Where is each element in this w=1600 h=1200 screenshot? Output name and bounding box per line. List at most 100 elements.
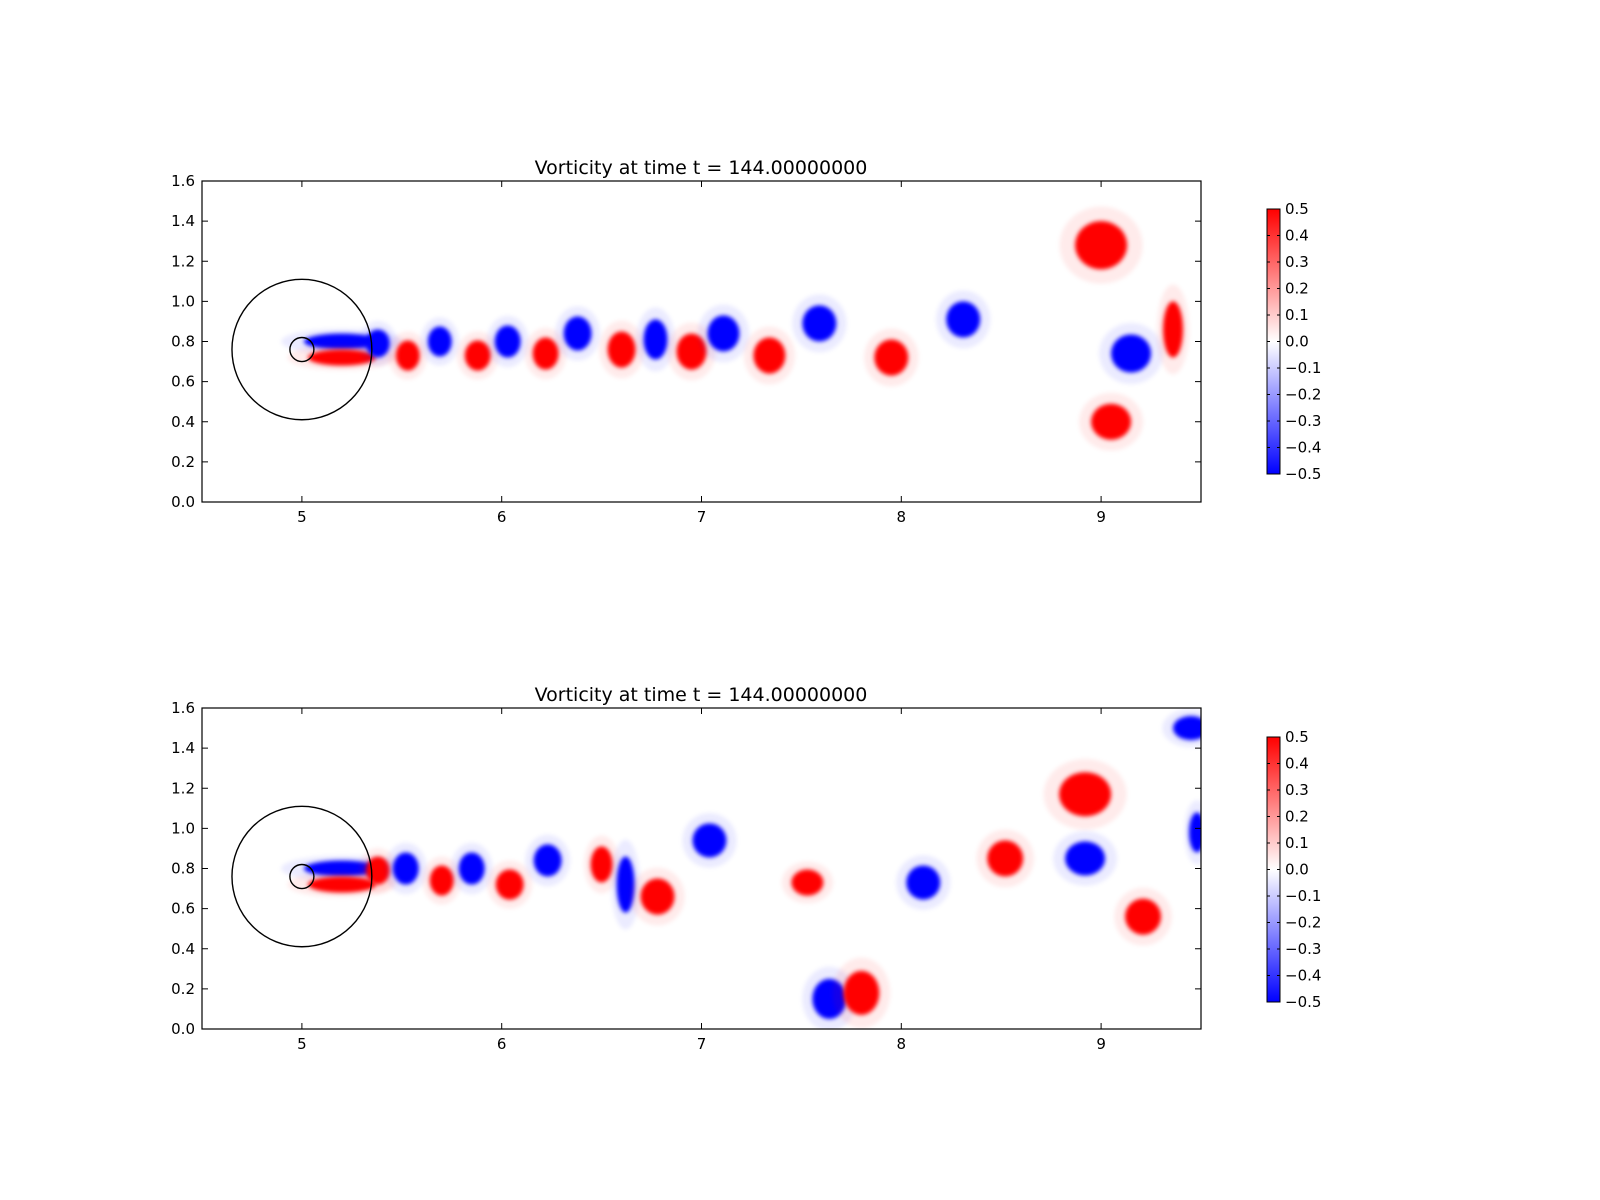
y-tick-label: 0.4 [171, 413, 195, 431]
y-tick-label: 0.0 [171, 493, 195, 511]
vortex-positive [753, 337, 786, 374]
plot-panel-top: Vorticity at time t = 144.00000000 5 6 7 8 9… [171, 157, 1321, 526]
x-tick-label: 7 [697, 508, 707, 526]
colorbar-tick-label: 0.2 [1285, 808, 1309, 826]
vortex-positive [1125, 898, 1162, 935]
colorbar-tick-label: 0.4 [1285, 227, 1309, 245]
vortex-positive [640, 878, 675, 915]
vortex-positive [307, 349, 376, 366]
colorbar-tick-label: 0.1 [1285, 306, 1309, 324]
x-tick-label: 7 [697, 1035, 707, 1053]
vortex-negative [707, 315, 740, 352]
y-tick-label: 1.6 [171, 172, 195, 190]
vortex-positive [1091, 403, 1132, 440]
y-tick-label: 1.6 [171, 699, 195, 717]
vortex-positive [607, 331, 636, 368]
colorbar-tick-label: 0.0 [1285, 333, 1309, 351]
vortex-positive [1059, 772, 1112, 817]
vortex-positive [307, 876, 376, 893]
plot-title: Vorticity at time t = 144.00000000 [535, 684, 868, 706]
vortex-positive [1163, 301, 1184, 358]
vorticity-field [281, 708, 1201, 1029]
vortex-negative [1189, 812, 1201, 853]
vortex-positive [532, 337, 559, 370]
vortex-negative [494, 325, 521, 358]
colorbar-tick-label: −0.5 [1285, 465, 1321, 483]
colorbar-tick-label: −0.1 [1285, 359, 1321, 377]
vortex-negative [533, 844, 562, 877]
y-tick-label: 0.2 [171, 980, 195, 998]
colorbar-tick-label: 0.3 [1285, 253, 1309, 271]
vortex-positive [495, 869, 524, 900]
x-tick-label: 6 [497, 1035, 507, 1053]
y-tick-label: 0.8 [171, 860, 195, 878]
vortex-negative [802, 305, 837, 342]
cylinder-outlines [231, 805, 373, 948]
colorbar-tick-label: 0.3 [1285, 781, 1309, 799]
vortex-positive [791, 869, 824, 896]
x-tick-label: 8 [897, 1035, 907, 1053]
y-tick-label: 0.8 [171, 333, 195, 351]
x-axis: 5 6 7 8 9 [297, 708, 1106, 1053]
vortex-negative [1111, 334, 1152, 373]
colorbar-tick-label: 0.5 [1285, 728, 1309, 746]
vortex-positive [395, 340, 420, 371]
colorbar: 0.5 0.4 0.3 0.2 0.1 0.0 −0.1 −0.2 −0.3 −0.4 −0.5 [1266, 200, 1321, 483]
y-tick-label: 0.2 [171, 453, 195, 471]
colorbar-tick-label: 0.2 [1285, 280, 1309, 298]
vortex-positive [874, 339, 909, 376]
vortex-negative [1065, 841, 1106, 876]
colorbar-tick-label: −0.5 [1285, 993, 1321, 1011]
x-tick-label: 8 [897, 508, 907, 526]
y-axis: 0.0 0.2 0.4 0.6 0.8 1.0 1.2 1.4 1.6 [171, 172, 1201, 511]
vortex-negative [1173, 716, 1201, 741]
x-tick-label: 5 [297, 508, 307, 526]
colorbar-tick-label: −0.3 [1285, 412, 1321, 430]
y-tick-label: 1.2 [171, 779, 195, 797]
y-tick-label: 1.4 [171, 212, 195, 230]
colorbar-tick-label: 0.5 [1285, 200, 1309, 218]
colorbar-tick-label: −0.2 [1285, 386, 1321, 404]
colorbar-tick-label: 0.0 [1285, 861, 1309, 879]
vortex-positive [676, 333, 707, 370]
vortex-negative [563, 316, 592, 351]
vortex-negative [616, 856, 635, 913]
vortex-positive [987, 840, 1024, 877]
y-tick-label: 0.6 [171, 373, 195, 391]
vortex-positive [464, 340, 491, 371]
plot-panel-bottom: Vorticity at time t = 144.00000000 5 6 7 8 9… [171, 684, 1321, 1053]
y-tick-label: 1.0 [171, 819, 195, 837]
y-tick-label: 1.4 [171, 739, 195, 757]
circle-outline [289, 863, 315, 890]
plot-title: Vorticity at time t = 144.00000000 [535, 157, 868, 179]
vortex-negative [643, 319, 668, 360]
x-axis: 5 6 7 8 9 [297, 181, 1106, 526]
y-tick-label: 0.6 [171, 900, 195, 918]
y-tick-label: 1.0 [171, 292, 195, 310]
x-tick-label: 5 [297, 1035, 307, 1053]
colorbar-tick-label: −0.4 [1285, 439, 1321, 457]
x-tick-label: 9 [1096, 1035, 1106, 1053]
colorbar-tick-label: −0.4 [1285, 967, 1321, 985]
vortex-positive [1075, 221, 1128, 270]
colorbar: 0.5 0.4 0.3 0.2 0.1 0.0 −0.1 −0.2 −0.3 −0.4 −0.5 [1266, 728, 1321, 1011]
circle-outline [289, 336, 315, 363]
x-tick-label: 9 [1096, 508, 1106, 526]
y-tick-label: 0.0 [171, 1020, 195, 1038]
y-axis: 0.0 0.2 0.4 0.6 0.8 1.0 1.2 1.4 1.6 [171, 699, 1201, 1038]
vortex-negative [365, 329, 390, 358]
colorbar-tick-label: 0.1 [1285, 834, 1309, 852]
colorbar-tick-label: −0.1 [1285, 887, 1321, 905]
vortex-negative [906, 865, 941, 900]
y-tick-label: 0.4 [171, 940, 195, 958]
vortex-negative [427, 326, 452, 357]
vortex-negative [392, 852, 419, 885]
circle-outline [231, 805, 373, 948]
vortex-positive [590, 846, 613, 883]
y-tick-label: 1.2 [171, 252, 195, 270]
colorbar-tick-label: −0.2 [1285, 914, 1321, 932]
circle-outline [231, 278, 373, 421]
colorbar-tick-label: −0.3 [1285, 940, 1321, 958]
cylinder-outlines [231, 278, 373, 421]
